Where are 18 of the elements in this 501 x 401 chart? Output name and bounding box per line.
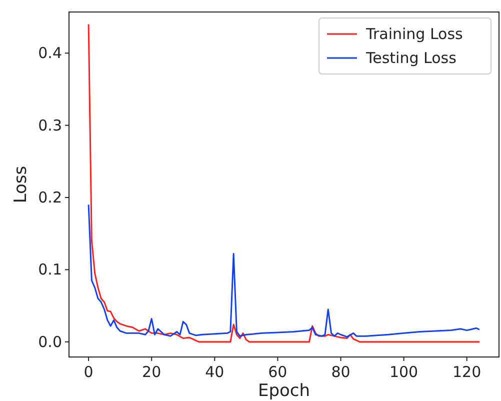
y-tick-label: 0.0 [38, 332, 62, 351]
line-series [88, 24, 480, 343]
x-tick-label: 20 [142, 363, 162, 381]
legend-label: Testing Loss [365, 49, 457, 67]
line-series [88, 204, 480, 338]
x-axis-title: Epoch [258, 381, 310, 401]
x-tick-label: 40 [205, 363, 224, 381]
x-tick-label: 0 [84, 363, 94, 381]
y-tick-label: 0.1 [38, 260, 62, 279]
x-tick-label: 100 [389, 363, 418, 381]
y-tick-label: 0.2 [38, 188, 62, 206]
legend-label: Training Loss [365, 25, 464, 43]
x-tick-label: 80 [331, 363, 350, 381]
y-axis-title: Loss [11, 166, 31, 204]
y-tick-label: 0.4 [38, 44, 62, 62]
x-tick-label: 60 [268, 363, 288, 381]
y-tick-label: 0.3 [38, 116, 62, 134]
x-tick-label: 120 [452, 363, 482, 381]
